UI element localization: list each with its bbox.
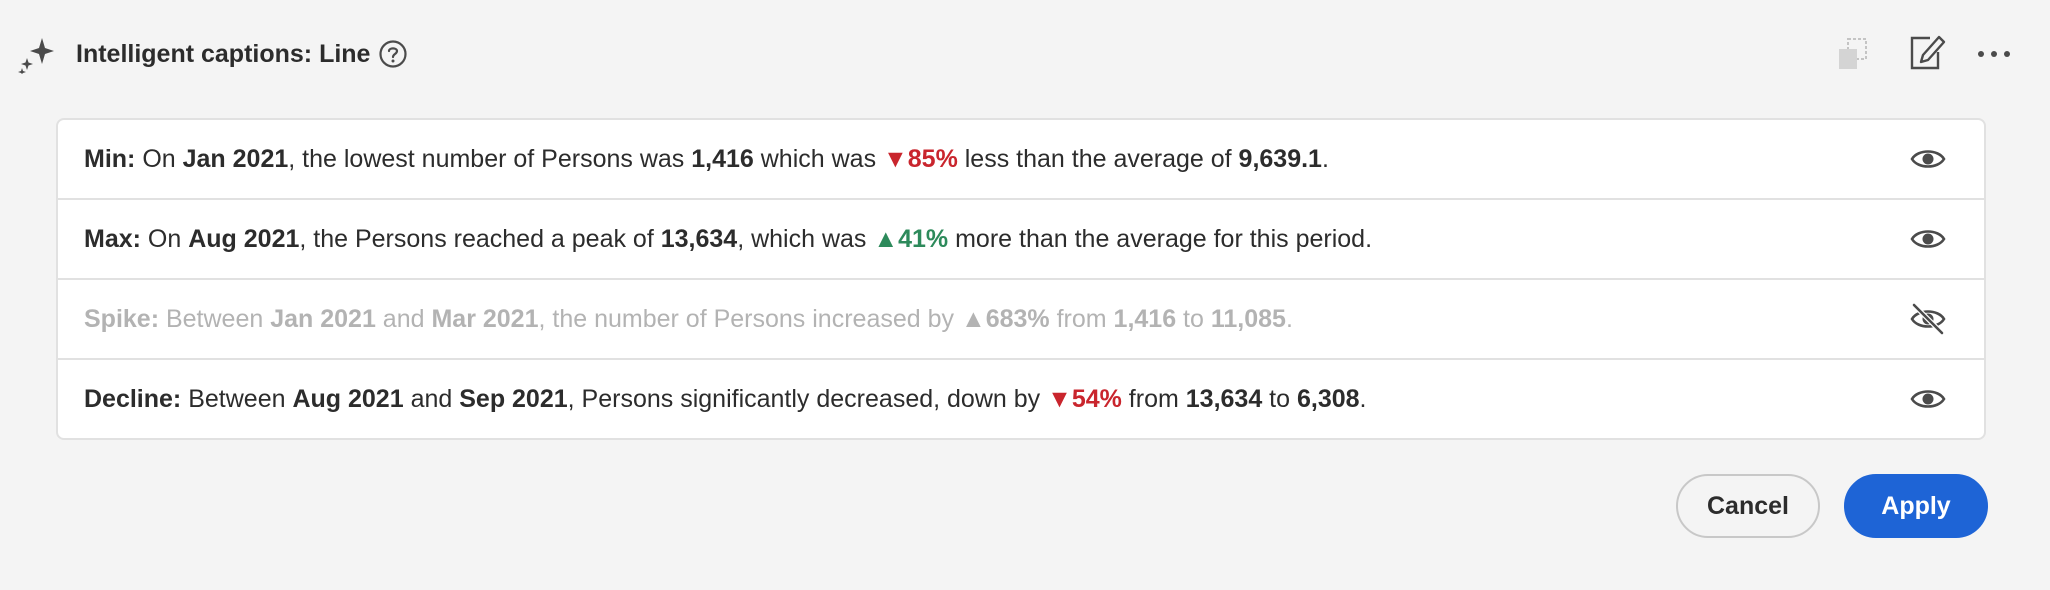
- caption-segment: and: [403, 385, 460, 413]
- eye-icon[interactable]: [1910, 222, 1946, 256]
- caption-segment: Aug 2021: [292, 385, 404, 413]
- caption-row-max: Max: On Aug 2021, the Persons reached a …: [58, 200, 1984, 280]
- help-icon[interactable]: [378, 39, 408, 69]
- delta-badge: ▼85%: [883, 145, 958, 173]
- caption-segment: , the number of Persons increased by: [538, 305, 961, 333]
- caption-segment: Between: [159, 305, 271, 333]
- caption-segment: .: [1285, 305, 1293, 333]
- caption-segment: 6,308: [1296, 385, 1360, 413]
- edit-icon[interactable]: [1908, 34, 1946, 72]
- caption-segment: , Persons significantly decreased, down …: [567, 385, 1048, 413]
- caption-text: Min: On Jan 2021, the lowest number of P…: [84, 120, 1329, 198]
- caption-segment: Jan 2021: [182, 145, 289, 173]
- eye-off-icon[interactable]: [1910, 302, 1946, 336]
- caption-segment: to: [1262, 385, 1297, 413]
- caption-label: Spike:: [84, 305, 160, 333]
- caption-label: Min:: [84, 145, 136, 173]
- delta-badge: ▲41%: [873, 225, 949, 253]
- copy-icon[interactable]: [1836, 36, 1870, 72]
- sparkle-icon: [18, 38, 54, 74]
- caption-segment: 11,085: [1210, 305, 1286, 333]
- caption-segment: Mar 2021: [431, 305, 539, 333]
- caption-segment: 13,634: [660, 225, 738, 253]
- caption-segment: from: [1121, 385, 1186, 413]
- caption-segment: 1,416: [1113, 305, 1177, 333]
- caption-segment: , the Persons reached a peak of: [299, 225, 661, 253]
- caption-segment: Aug 2021: [188, 225, 300, 253]
- caption-segment: to: [1176, 305, 1211, 333]
- caption-segment: 13,634: [1185, 385, 1263, 413]
- caption-segment: On: [135, 145, 183, 173]
- caption-text: Decline: Between Aug 2021 and Sep 2021, …: [84, 360, 1367, 438]
- delta-badge: ▼54%: [1047, 385, 1122, 413]
- caption-segment: Sep 2021: [459, 385, 568, 413]
- caption-segment: and: [375, 305, 432, 333]
- apply-button[interactable]: Apply: [1844, 474, 1988, 538]
- delta-badge: ▲683%: [960, 305, 1050, 333]
- caption-segment: from: [1049, 305, 1114, 333]
- caption-segment: .: [1321, 145, 1329, 173]
- caption-segment: 1,416: [691, 145, 754, 173]
- caption-segment: less than the average of: [957, 145, 1239, 173]
- caption-segment: more than the average for this period.: [948, 225, 1373, 253]
- caption-row-spike: Spike: Between Jan 2021 and Mar 2021, th…: [58, 280, 1984, 360]
- caption-segment: On: [140, 225, 189, 253]
- eye-icon[interactable]: [1910, 382, 1946, 416]
- caption-row-decline: Decline: Between Aug 2021 and Sep 2021, …: [58, 360, 1984, 438]
- eye-icon[interactable]: [1910, 142, 1946, 176]
- cancel-button[interactable]: Cancel: [1676, 474, 1820, 538]
- dialog-header: Intelligent captions: Line: [0, 0, 2050, 110]
- caption-segment: Between: [181, 385, 293, 413]
- caption-text: Max: On Aug 2021, the Persons reached a …: [84, 200, 1372, 278]
- caption-segment: 9,639.1: [1238, 145, 1322, 173]
- caption-segment: .: [1359, 385, 1367, 413]
- caption-segment: , the lowest number of Persons was: [288, 145, 692, 173]
- dialog-title: Intelligent captions: Line: [76, 40, 371, 68]
- caption-segment: which was: [753, 145, 884, 173]
- caption-text: Spike: Between Jan 2021 and Mar 2021, th…: [84, 280, 1293, 358]
- caption-label: Max:: [84, 225, 141, 253]
- caption-segment: , which was: [737, 225, 874, 253]
- more-icon[interactable]: [1976, 44, 2012, 64]
- caption-segment: Jan 2021: [270, 305, 376, 333]
- caption-label: Decline:: [84, 385, 182, 413]
- captions-list: Min: On Jan 2021, the lowest number of P…: [56, 118, 1986, 440]
- caption-row-min: Min: On Jan 2021, the lowest number of P…: [58, 120, 1984, 200]
